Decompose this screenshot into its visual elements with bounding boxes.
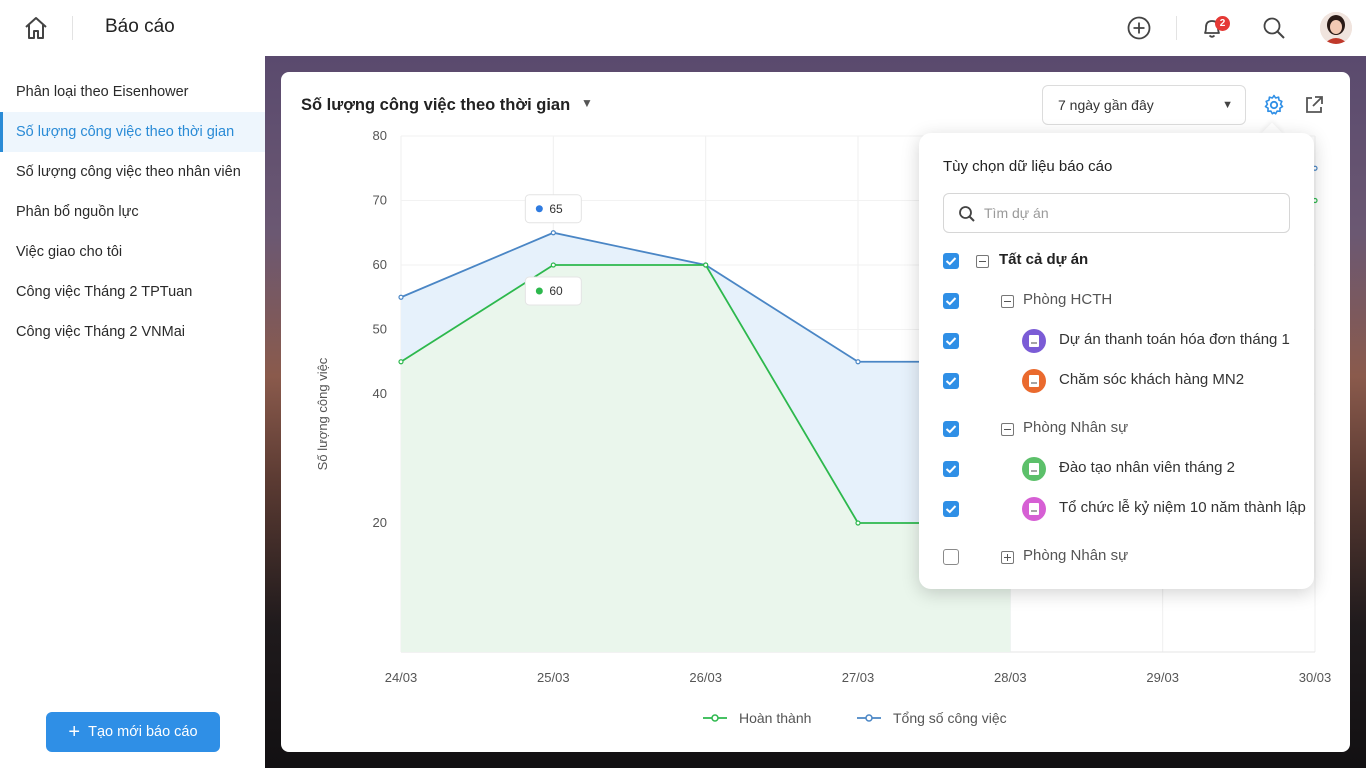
plus-icon: + [68,721,81,743]
collapse-icon[interactable] [1001,423,1014,436]
data-point [550,230,556,236]
y-tick-label: 40 [373,386,387,401]
data-point [703,262,709,268]
x-tick-label: 27/03 [842,670,875,685]
checkbox-checked[interactable] [943,421,959,437]
checkbox-unchecked[interactable] [943,549,959,565]
date-range-value: 7 ngày gần đây [1058,97,1154,113]
project-icon [1022,329,1046,353]
y-tick-label: 60 [373,257,387,272]
project-icon [1022,497,1046,521]
project-label: Đào tạo nhân viên tháng 2 [1059,459,1235,476]
y-tick-label: 80 [373,128,387,143]
sidebar-item-tasks-by-employee[interactable]: Số lượng công việc theo nhân viên [16,164,241,180]
checkbox-checked[interactable] [943,333,959,349]
tree-row-group[interactable]: Phòng Nhân sự [919,413,1314,445]
tree-row-project[interactable]: Đào tạo nhân viên tháng 2 [919,453,1314,485]
page-title: Báo cáo [105,16,175,37]
area-completed [401,265,1011,652]
chevron-down-icon: ▼ [1222,99,1233,111]
data-point [398,294,404,300]
x-tick-label: 30/03 [1299,670,1332,685]
y-tick-label: 50 [373,322,387,337]
tooltip-marker [535,205,543,213]
checkbox-checked[interactable] [943,253,959,269]
tooltip-marker [535,287,543,295]
all-projects-label: Tất cả dự án [999,251,1089,268]
search-icon[interactable] [1260,14,1288,42]
data-point [550,262,556,268]
tooltip-value: 60 [549,284,563,298]
data-point [855,359,861,365]
expand-icon[interactable] [1001,551,1014,564]
tree-row-group[interactable]: Phòng Nhân sự [919,541,1314,573]
tooltip-box [524,194,582,224]
project-label: Tổ chức lễ kỷ niệm 10 năm thành lập [1059,499,1306,516]
tree-row-all[interactable]: Tất cả dự án [919,245,1314,277]
x-tick-label: 29/03 [1146,670,1179,685]
new-report-label: Tạo mới báo cáo [88,724,198,740]
project-icon [1022,457,1046,481]
add-icon[interactable] [1125,14,1153,42]
panel-title: Tùy chọn dữ liệu báo cáo [943,158,1113,175]
data-point [855,520,861,526]
checkbox-checked[interactable] [943,293,959,309]
avatar[interactable] [1320,12,1352,44]
new-report-button[interactable]: + Tạo mới báo cáo [46,712,220,752]
legend-marker [711,714,719,722]
tooltip-box [524,276,582,306]
project-label: Chăm sóc khách hàng MN2 [1059,371,1245,388]
tooltip-value: 65 [549,202,563,216]
x-tick-label: 28/03 [994,670,1027,685]
x-tick-label: 24/03 [385,670,418,685]
filter-panel: Tùy chọn dữ liệu báo cáo Tất cả dự án Ph… [919,133,1314,589]
divider [72,16,73,40]
sidebar-item-resource-allocation[interactable]: Phân bổ nguồn lực [16,204,139,220]
tree-row-project[interactable]: Dự án thanh toán hóa đơn tháng 1 [919,325,1314,357]
report-title[interactable]: Số lượng công việc theo thời gian [301,96,571,114]
chevron-down-icon[interactable]: ▼ [581,96,593,110]
sidebar-item-feb-vnmai[interactable]: Công việc Tháng 2 VNMai [16,324,185,340]
legend-total: Tổng số công việc [893,710,1007,726]
sidebar-item-feb-tptuan[interactable]: Công việc Tháng 2 TPTuan [16,284,193,300]
home-icon[interactable] [22,14,50,42]
divider [1176,16,1177,40]
y-tick-label: 70 [373,193,387,208]
top-bar: Báo cáo 2 [0,0,1366,56]
collapse-icon[interactable] [1001,295,1014,308]
checkbox-checked[interactable] [943,501,959,517]
data-point [398,359,404,365]
checkbox-checked[interactable] [943,461,959,477]
checkbox-checked[interactable] [943,373,959,389]
line-chart: 80 70 60 50 40 20 24/03 25/03 26/03 27/03 28/03 29/… [315,128,1332,726]
y-axis-label: Số lượng công việc [315,357,330,470]
collapse-icon[interactable] [976,255,989,268]
x-tick-label: 25/03 [537,670,570,685]
date-range-select[interactable]: 7 ngày gần đây ▼ [1042,85,1246,125]
export-icon[interactable] [1302,93,1326,117]
legend-completed: Hoàn thành [739,710,811,726]
y-tick-label: 20 [373,515,387,530]
gear-icon[interactable] [1262,93,1286,117]
tree-row-project[interactable]: Tổ chức lễ kỷ niệm 10 năm thành lập [919,493,1314,525]
sidebar-item-eisenhower[interactable]: Phân loại theo Eisenhower [16,84,189,100]
x-tick-label: 26/03 [689,670,722,685]
group-label: Phòng Nhân sự [1023,419,1129,436]
project-search[interactable] [943,193,1290,233]
search-icon [959,206,975,222]
tree-row-project[interactable]: Chăm sóc khách hàng MN2 [919,365,1314,397]
project-label: Dự án thanh toán hóa đơn tháng 1 [1059,331,1290,348]
notification-badge: 2 [1215,16,1230,31]
project-search-input[interactable] [984,202,1274,224]
group-label: Phòng HCTH [1023,291,1113,308]
sidebar-item-assigned-to-me[interactable]: Việc giao cho tôi [16,244,123,260]
group-label: Phòng Nhân sự [1023,547,1129,564]
project-icon [1022,369,1046,393]
tree-row-group[interactable]: Phòng HCTH [919,285,1314,317]
sidebar-item-tasks-over-time[interactable]: Số lượng công việc theo thời gian [0,112,265,152]
legend-marker [865,714,873,722]
sidebar: Phân loại theo Eisenhower Số lượng công … [0,56,265,768]
